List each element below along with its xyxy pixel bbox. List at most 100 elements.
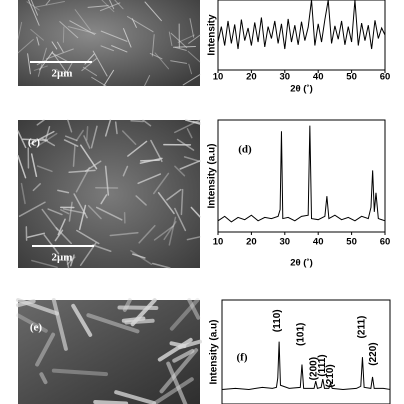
fiber [154, 52, 170, 70]
fiber [114, 0, 124, 10]
fiber [190, 206, 201, 218]
panel-label: (d) [238, 144, 252, 156]
fiber [27, 232, 45, 239]
fiber [143, 74, 151, 87]
fiber [56, 41, 64, 53]
x-tick-label: 50 [346, 237, 357, 248]
fiber [68, 201, 73, 222]
fiber [26, 1, 40, 11]
fiber [114, 121, 118, 135]
fiber [188, 63, 193, 75]
fiber [176, 138, 195, 151]
fiber [74, 9, 91, 31]
fiber [92, 50, 108, 77]
x-axis-label: 2θ (˚) [290, 84, 313, 95]
fiber [17, 155, 27, 179]
fiber [188, 34, 201, 44]
fiber [57, 189, 70, 194]
fiber [78, 204, 87, 231]
fiber [66, 256, 76, 265]
fiber [47, 208, 63, 216]
fiber [187, 298, 201, 320]
fiber [22, 138, 49, 142]
fiber [177, 34, 195, 43]
fiber [151, 34, 155, 57]
fiber [36, 165, 53, 173]
fiber [67, 119, 73, 133]
scale-bar-label: 2μm [52, 252, 73, 264]
x-tick-label: 10 [213, 72, 224, 83]
x-tick-label: 60 [380, 237, 391, 248]
fiber [174, 119, 201, 134]
plot-frame [217, 119, 386, 233]
fiber [159, 348, 199, 394]
fiber [93, 399, 129, 404]
fiber [109, 0, 115, 10]
fiber [51, 41, 58, 50]
x-tick-label: 60 [380, 72, 391, 83]
fiber [153, 172, 170, 195]
fiber [87, 204, 102, 220]
fiber [166, 188, 182, 201]
fiber [121, 316, 146, 323]
fiber [168, 216, 177, 246]
fiber [137, 173, 162, 185]
fiber [104, 119, 112, 137]
fiber [144, 1, 162, 22]
fiber [43, 234, 60, 255]
xrd-pattern [221, 341, 391, 390]
x-tick-label: 50 [346, 72, 357, 83]
fiber [91, 76, 107, 87]
fiber [103, 69, 115, 87]
fiber [30, 0, 39, 16]
fiber [16, 313, 48, 333]
fiber [104, 165, 110, 196]
fiber [127, 140, 148, 157]
fiber [17, 21, 23, 40]
fiber [30, 130, 55, 145]
fiber [84, 160, 102, 172]
fiber [30, 153, 38, 178]
fiber [32, 183, 41, 192]
fiber [99, 2, 121, 12]
fiber [187, 50, 201, 63]
x-tick-label: 20 [246, 72, 257, 83]
fiber [55, 227, 72, 245]
x-tick-label: 10 [213, 237, 224, 248]
panel-label: (c) [28, 137, 41, 149]
fiber [73, 193, 88, 219]
fiber [68, 169, 96, 173]
fiber [168, 31, 173, 47]
x-tick-label: 40 [313, 237, 324, 248]
fiber [65, 255, 70, 269]
fiber [72, 144, 76, 167]
peak-label: (101) [296, 323, 307, 346]
panel-label: (f) [237, 352, 248, 364]
fiber [150, 139, 163, 163]
fiber [60, 209, 70, 215]
fiber [92, 244, 112, 252]
x-tick-label: 20 [246, 237, 257, 248]
fiber [71, 303, 93, 337]
fiber [65, 135, 78, 142]
fiber [39, 51, 54, 71]
fiber [174, 207, 187, 232]
fiber [36, 132, 58, 147]
fiber [166, 361, 188, 404]
peak-label: (220) [368, 342, 379, 365]
fiber [82, 66, 98, 77]
fiber [127, 16, 154, 33]
fiber [174, 165, 186, 177]
fiber [86, 313, 140, 334]
fiber [18, 201, 46, 217]
fiber [111, 45, 128, 53]
fiber [41, 137, 56, 147]
panel-label: (e) [30, 322, 43, 334]
fiber [87, 5, 109, 8]
fiber [163, 221, 177, 241]
fiber [183, 156, 201, 163]
fiber [28, 0, 40, 26]
fiber [66, 62, 73, 72]
fiber [16, 298, 59, 316]
